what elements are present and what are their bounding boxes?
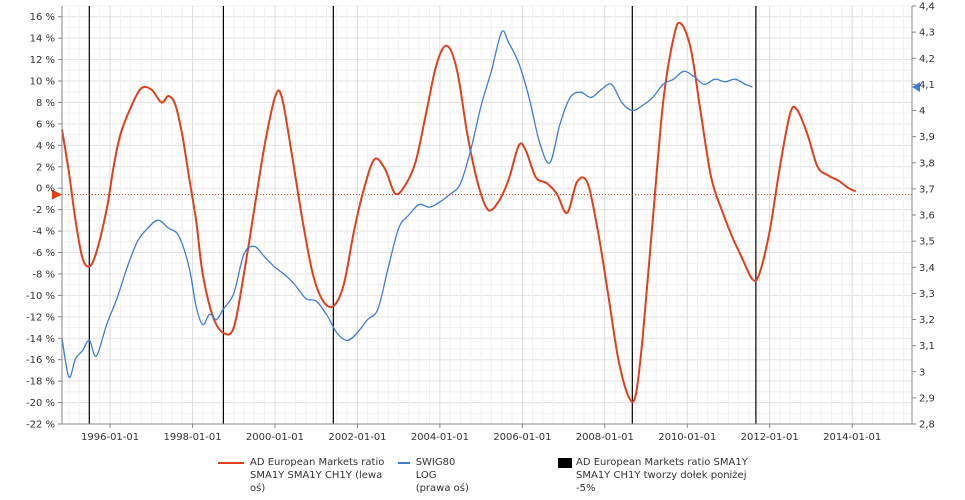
x-tick-label: 2006-01-01 (493, 432, 551, 443)
y-left-tick-label: -6 % (32, 248, 55, 259)
y-right-tick-label: 2,9 (919, 393, 935, 404)
x-tick-label: 2010-01-01 (658, 432, 716, 443)
y-left-tick-label: 10 % (30, 77, 55, 88)
legend-item-bottom-marker: AD European Markets ratio SMA1Y SMA1Y CH… (558, 456, 756, 495)
legend-swatch-bottom-marker (558, 458, 572, 468)
swig80-marker-right (912, 81, 920, 92)
x-tick-label: 2000-01-01 (246, 432, 304, 443)
x-tick-label: 2004-01-01 (411, 432, 469, 443)
y-left-tick-label: -4 % (32, 227, 55, 238)
legend-item-swig80: SWIG80 LOG (prawa oś) (398, 456, 470, 495)
y-right-tick-label: 4,4 (919, 2, 935, 13)
y-left-tick-label: -14 % (26, 334, 55, 345)
y-right-tick-label: 3,6 (919, 211, 935, 222)
y-right-tick-label: 3,4 (919, 263, 935, 274)
plot-area (62, 6, 912, 424)
y-right-tick-label: 3,9 (919, 132, 935, 143)
x-tick-label: 1996-01-01 (81, 432, 139, 443)
y-right-tick-label: 3,8 (919, 158, 935, 169)
y-right-tick-label: 4,1 (919, 80, 935, 91)
y-left-tick-label: -8 % (32, 269, 55, 280)
y-right-tick-label: 3,2 (919, 315, 935, 326)
y-right-tick-label: 4 (919, 106, 925, 117)
y-left-tick-label: -22 % (26, 420, 55, 431)
series-lines (61, 21, 920, 404)
threshold-line (52, 189, 912, 200)
legend-label-swig80: SWIG80 LOG (prawa oś) (415, 457, 469, 494)
y-right-tick-label: 4,3 (919, 28, 935, 39)
y-left-tick-label: 14 % (30, 34, 55, 45)
legend-swatch-swig80 (398, 462, 410, 464)
x-tick-label: 2002-01-01 (328, 432, 386, 443)
y-left-tick-label: -10 % (26, 291, 55, 302)
legend-item-ad-ratio: AD European Markets ratio SMA1Y SMA1Y CH… (218, 456, 400, 495)
y-left-tick-label: 4 % (36, 141, 55, 152)
legend-swatch-ad-ratio (218, 462, 244, 464)
grid (62, 5, 912, 425)
y-left-tick-label: 8 % (36, 98, 55, 109)
y-left-tick-label: -18 % (26, 377, 55, 388)
y-left-tick-label: -20 % (26, 398, 55, 409)
y-left-tick-label: 2 % (36, 162, 55, 173)
y-right-tick-label: 3,1 (919, 341, 935, 352)
y-right-tick-label: 3,3 (919, 289, 935, 300)
series-line-swig80 (61, 30, 753, 379)
y-left-tick-label: -2 % (32, 205, 55, 216)
bottom-markers (88, 6, 757, 424)
y-right-tick-label: 3,5 (919, 237, 935, 248)
x-tick-label: 2008-01-01 (576, 432, 634, 443)
y-left-tick-label: 16 % (30, 12, 55, 23)
series-line-ad-ratio (61, 21, 857, 404)
legend-label-ad-ratio: AD European Markets ratio SMA1Y SMA1Y CH… (250, 457, 385, 494)
y-left-tick-label: -16 % (26, 355, 55, 366)
y-left-tick-label: 0 % (36, 184, 55, 195)
x-tick-label: 2012-01-01 (741, 432, 799, 443)
y-right-tick-label: 2,8 (919, 420, 935, 431)
x-tick-label: 1998-01-01 (164, 432, 222, 443)
y-right-tick-label: 3,7 (919, 184, 935, 195)
y-right-tick-label: 4,2 (919, 54, 935, 65)
x-tick-label: 2014-01-01 (823, 432, 881, 443)
threshold-marker-left (52, 189, 62, 200)
y-left-tick-label: 12 % (30, 55, 55, 66)
legend-label-bottom-marker: AD European Markets ratio SMA1Y SMA1Y CH… (576, 457, 748, 494)
y-left-tick-label: 6 % (36, 119, 55, 130)
y-left-tick-label: -12 % (26, 312, 55, 323)
axes: 16 % 14 % 12 % 10 % 8 % 6 % 4 % 2 % 0 % -2 % -4 % -… (26, 2, 935, 444)
y-right-tick-label: 3 (919, 367, 925, 378)
